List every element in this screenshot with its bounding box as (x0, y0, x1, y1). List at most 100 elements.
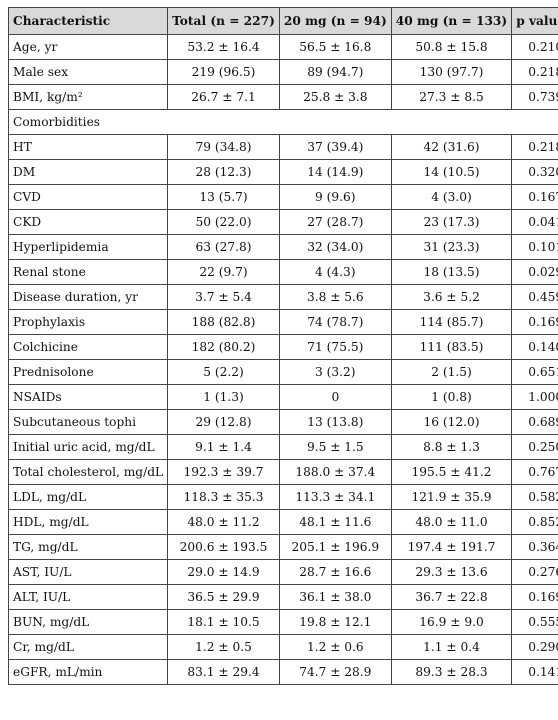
table-row: Cr, mg/dL 1.2 ± 0.5 1.2 ± 0.6 1.1 ± 0.4 0.29… (7, 634, 558, 660)
cell-characteristic: LDL, mg/dL (7, 484, 169, 510)
table-row: TG, mg/dL 200.6 ± 193.5 205.1 ± 196.9 197.4… (7, 534, 558, 560)
cell-40mg: 2 (1.5) (390, 359, 513, 385)
cell-characteristic: Renal stone (7, 259, 169, 285)
cell-total: 118.3 ± 35.3 (167, 484, 280, 510)
cell-20mg: 19.8 ± 12.1 (278, 609, 392, 635)
cell-20mg: 1.2 ± 0.6 (278, 634, 392, 660)
cell-total: 63 (27.8) (167, 234, 280, 260)
cell-total: 13 (5.7) (167, 184, 280, 210)
cell-40mg: 48.0 ± 11.0 (390, 509, 513, 535)
cell-p-value: 0.041 (511, 209, 558, 235)
cell-20mg: 0 (278, 384, 392, 410)
cell-p-value: 0.169 (511, 584, 558, 610)
cell-characteristic: Colchicine (7, 334, 169, 360)
cell-characteristic: Male sex (7, 59, 169, 85)
cell-40mg: 18 (13.5) (390, 259, 513, 285)
cell-40mg: 197.4 ± 191.7 (390, 534, 513, 560)
cell-total: 53.2 ± 16.4 (167, 34, 280, 60)
cell-p-value: 0.140 (511, 334, 558, 360)
cell-p-value: 0.739 (511, 84, 558, 110)
cell-p-value: 0.689 (511, 409, 558, 435)
cell-characteristic: ALT, IU/L (7, 584, 169, 610)
cell-p-value: 0.555 (511, 609, 558, 635)
cell-p-value: 0.101 (511, 234, 558, 260)
cell-total: 1 (1.3) (167, 384, 280, 410)
cell-20mg: 25.8 ± 3.8 (278, 84, 392, 110)
cell-40mg: 16.9 ± 9.0 (390, 609, 513, 635)
cell-p-value: 1.000 (511, 384, 558, 410)
cell-p-value: 0.651 (511, 359, 558, 385)
cell-40mg: 36.7 ± 22.8 (390, 584, 513, 610)
cell-40mg: 1 (0.8) (390, 384, 513, 410)
cell-20mg: 56.5 ± 16.8 (278, 34, 392, 60)
cell-characteristic: AST, IU/L (7, 559, 169, 585)
cell-characteristic: Comorbidities (7, 109, 168, 135)
cell-characteristic: NSAIDs (7, 384, 169, 410)
cell-40mg: 111 (83.5) (390, 334, 513, 360)
header-characteristic: Characteristic (7, 7, 169, 35)
cell-40mg: 29.3 ± 13.6 (390, 559, 513, 585)
cell-total: 9.1 ± 1.4 (167, 434, 280, 460)
cell-40mg: 4 (3.0) (390, 184, 513, 210)
cell-characteristic: eGFR, mL/min (7, 659, 169, 685)
cell-40mg: 50.8 ± 15.8 (390, 34, 513, 60)
cell-characteristic: Hyperlipidemia (7, 234, 169, 260)
cell-total: 29.0 ± 14.9 (167, 559, 280, 585)
cell-20mg: 3 (3.2) (278, 359, 392, 385)
cell-characteristic: BUN, mg/dL (7, 609, 169, 635)
cell-40mg: 16 (12.0) (390, 409, 513, 435)
table-row: BUN, mg/dL 18.1 ± 10.5 19.8 ± 12.1 16.9 ± 9… (7, 609, 558, 635)
header-p-value: p value (511, 7, 558, 35)
cell-40mg: 3.6 ± 5.2 (390, 284, 513, 310)
cell-characteristic: DM (7, 159, 169, 185)
cell-20mg: 74 (78.7) (278, 309, 392, 335)
cell-total: 192.3 ± 39.7 (167, 459, 280, 485)
cell-40mg: 89.3 ± 28.3 (390, 659, 513, 685)
cell-p-value: 0.210 (511, 34, 558, 60)
cell-40mg: 8.8 ± 1.3 (390, 434, 513, 460)
cell-characteristic: HDL, mg/dL (7, 509, 169, 535)
cell-20mg: 9 (9.6) (278, 184, 392, 210)
cell-characteristic: Cr, mg/dL (7, 634, 169, 660)
cell-40mg: 114 (85.7) (390, 309, 513, 335)
cell-characteristic: Disease duration, yr (7, 284, 169, 310)
cell-20mg: 3.8 ± 5.6 (278, 284, 392, 310)
cell-total: 36.5 ± 29.9 (167, 584, 280, 610)
table-row: Prophylaxis 188 (82.8) 74 (78.7) 114 (85.7)… (7, 309, 558, 335)
cell-p-value: 0.218 (511, 134, 558, 160)
cell-20mg: 4 (4.3) (278, 259, 392, 285)
cell-20mg: 36.1 ± 38.0 (278, 584, 392, 610)
cell-p-value: 0.290 (511, 634, 558, 660)
table-row: eGFR, mL/min 83.1 ± 29.4 74.7 ± 28.9 89.3 ±… (7, 659, 558, 685)
table-row: Male sex 219 (96.5) 89 (94.7) 130 (97.7) 0.2… (7, 59, 558, 85)
cell-total: 3.7 ± 5.4 (167, 284, 280, 310)
cell-p-value: 0.459 (511, 284, 558, 310)
cell-p-value: 0.364 (511, 534, 558, 560)
cell-characteristic: Subcutaneous tophi (7, 409, 169, 435)
cell-20mg: 14 (14.9) (278, 159, 392, 185)
cell-p-value: 0.141 (511, 659, 558, 685)
cell-p-value (511, 109, 558, 135)
table-container: Characteristic Total (n = 227) 20 mg (n … (7, 7, 558, 685)
cell-characteristic: Initial uric acid, mg/dL (7, 434, 169, 460)
table-row: Hyperlipidemia 63 (27.8) 32 (34.0) 31 (23.3… (7, 234, 558, 260)
cell-20mg: 188.0 ± 37.4 (278, 459, 392, 485)
cell-40mg: 31 (23.3) (390, 234, 513, 260)
cell-total: 188 (82.8) (167, 309, 280, 335)
cell-total: 29 (12.8) (167, 409, 280, 435)
cell-total: 18.1 ± 10.5 (167, 609, 280, 635)
table-row: HDL, mg/dL 48.0 ± 11.2 48.1 ± 11.6 48.0 ± 1… (7, 509, 558, 535)
table-row: Age, yr 53.2 ± 16.4 56.5 ± 16.8 50.8 ± 15.8… (7, 34, 558, 60)
cell-20mg: 113.3 ± 34.1 (278, 484, 392, 510)
cell-p-value: 0.276 (511, 559, 558, 585)
cell-p-value: 0.852 (511, 509, 558, 535)
table-row: Initial uric acid, mg/dL 9.1 ± 1.4 9.5 ± 1… (7, 434, 558, 460)
cell-characteristic: Total cholesterol, mg/dL (7, 459, 169, 485)
cell-characteristic: Age, yr (7, 34, 169, 60)
cell-20mg: 27 (28.7) (278, 209, 392, 235)
cell-40mg: 1.1 ± 0.4 (390, 634, 513, 660)
cell-total: 50 (22.0) (167, 209, 280, 235)
